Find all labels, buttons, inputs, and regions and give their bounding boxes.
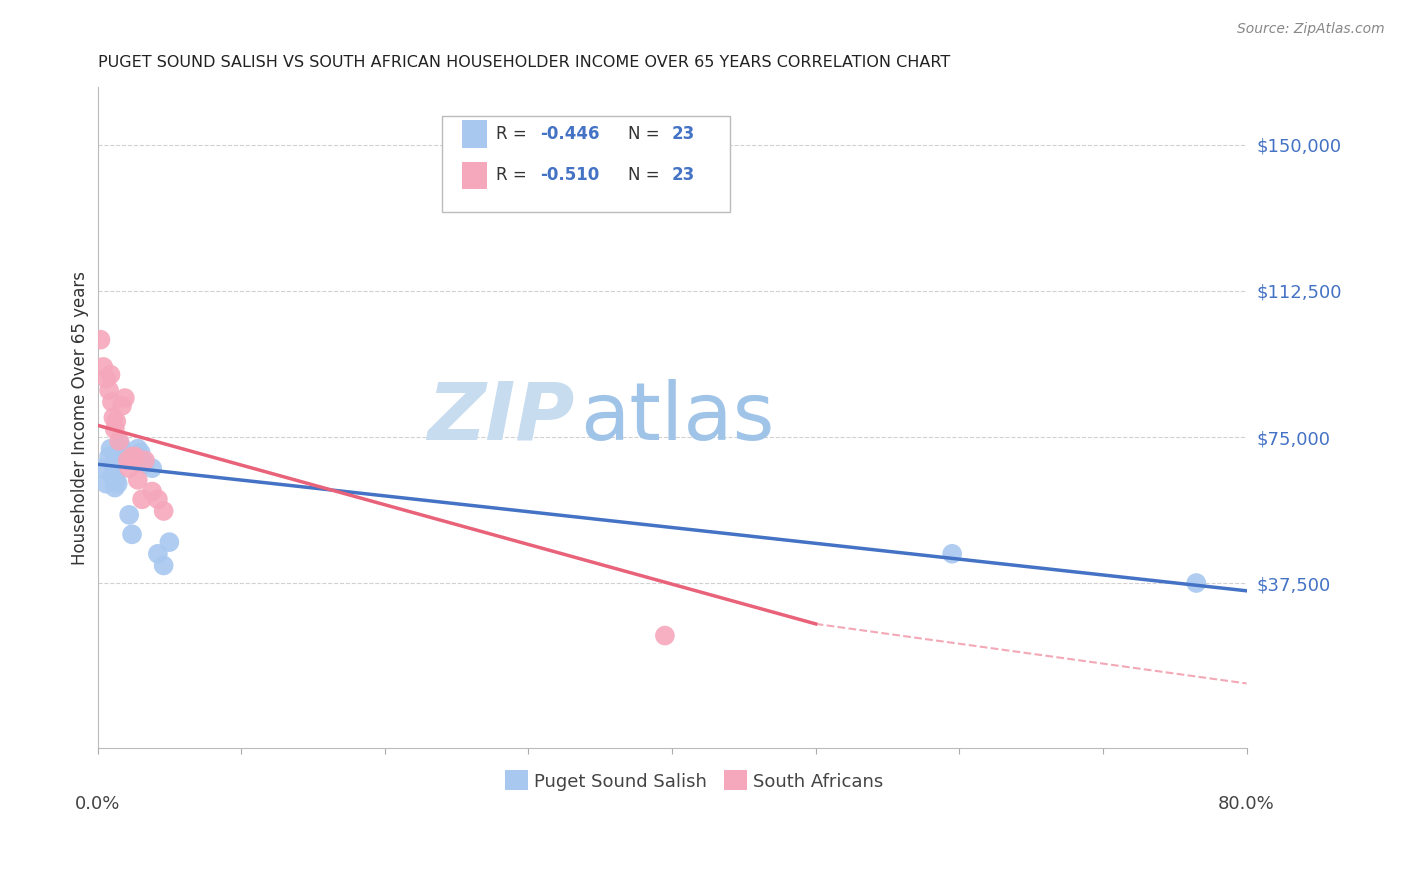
Point <box>131 492 153 507</box>
Text: N =: N = <box>628 126 665 144</box>
Point <box>1185 576 1208 591</box>
Text: 80.0%: 80.0% <box>1218 795 1275 813</box>
Point <box>104 481 127 495</box>
FancyBboxPatch shape <box>443 116 730 212</box>
Point <box>110 438 132 452</box>
Point <box>146 547 169 561</box>
Point <box>112 445 135 459</box>
Text: -0.446: -0.446 <box>540 126 599 144</box>
Point <box>121 527 143 541</box>
Point <box>103 410 125 425</box>
Point <box>129 445 152 459</box>
Point <box>101 469 124 483</box>
Text: Source: ZipAtlas.com: Source: ZipAtlas.com <box>1237 22 1385 37</box>
Text: 23: 23 <box>672 126 696 144</box>
Point <box>141 461 163 475</box>
Point <box>134 457 156 471</box>
Point <box>152 558 174 573</box>
Point <box>96 476 118 491</box>
Point <box>108 442 131 456</box>
Point <box>100 368 122 382</box>
Text: 0.0%: 0.0% <box>75 795 121 813</box>
Point <box>114 391 136 405</box>
Point <box>103 457 125 471</box>
Point <box>104 422 127 436</box>
Point <box>118 508 141 522</box>
Point <box>89 333 111 347</box>
Point <box>107 476 129 491</box>
Point <box>127 442 149 456</box>
Point <box>91 359 114 374</box>
Point <box>124 450 146 464</box>
Point <box>96 371 118 385</box>
Point <box>654 629 676 643</box>
Point <box>117 453 139 467</box>
Point <box>118 461 141 475</box>
Text: -0.510: -0.510 <box>540 167 599 185</box>
Text: R =: R = <box>496 126 533 144</box>
Point <box>141 484 163 499</box>
Point <box>90 461 112 475</box>
Point <box>146 492 169 507</box>
Point <box>157 535 180 549</box>
Text: PUGET SOUND SALISH VS SOUTH AFRICAN HOUSEHOLDER INCOME OVER 65 YEARS CORRELATION: PUGET SOUND SALISH VS SOUTH AFRICAN HOUS… <box>97 55 950 70</box>
Point <box>98 450 121 464</box>
FancyBboxPatch shape <box>461 120 486 148</box>
Point <box>105 473 128 487</box>
Point <box>98 384 121 398</box>
Point <box>108 434 131 448</box>
FancyBboxPatch shape <box>724 771 747 790</box>
Point <box>121 450 143 464</box>
Text: Puget Sound Salish: Puget Sound Salish <box>534 772 707 790</box>
Text: N =: N = <box>628 167 665 185</box>
Point <box>127 473 149 487</box>
Text: atlas: atlas <box>581 378 775 457</box>
Point <box>101 395 124 409</box>
Text: South Africans: South Africans <box>752 772 883 790</box>
Y-axis label: Householder Income Over 65 years: Householder Income Over 65 years <box>72 270 89 565</box>
Point <box>152 504 174 518</box>
FancyBboxPatch shape <box>461 161 486 189</box>
Point <box>105 414 128 428</box>
Text: ZIP: ZIP <box>427 378 575 457</box>
Point <box>134 453 156 467</box>
Text: R =: R = <box>496 167 533 185</box>
Point <box>111 399 134 413</box>
Point <box>100 442 122 456</box>
FancyBboxPatch shape <box>506 771 529 790</box>
Point <box>941 547 963 561</box>
Text: 23: 23 <box>672 167 696 185</box>
